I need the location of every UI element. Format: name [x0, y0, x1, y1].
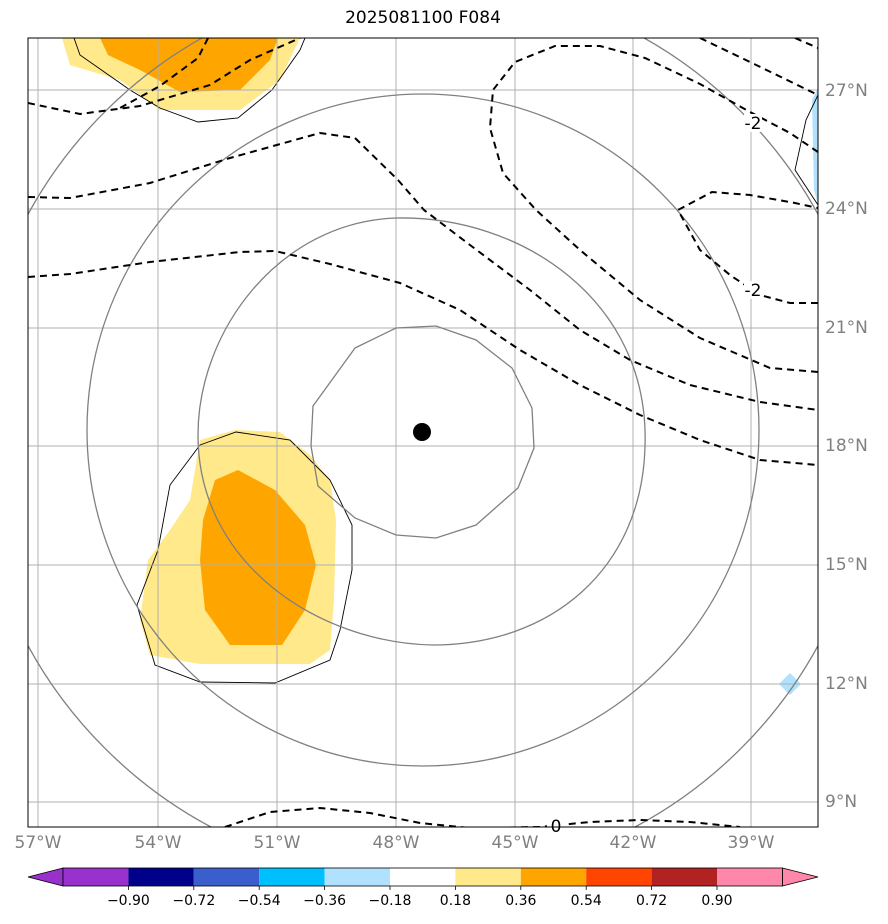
- colorbar-extend-high: [782, 867, 819, 887]
- colorbar-label-7: 0.36: [505, 893, 537, 909]
- lat-label-12n: 12°N: [825, 674, 868, 694]
- storm-center-marker: [413, 423, 431, 441]
- negative-anomaly-east-edge: [812, 88, 818, 205]
- lon-label-48w: 48°W: [372, 833, 420, 853]
- plot-frame: [27, 37, 819, 828]
- map-title: 2025081100 F084: [345, 8, 501, 28]
- colorbar: [27, 867, 819, 890]
- lat-label-15n: 15°N: [825, 555, 868, 575]
- colorbar-label-9: 0.72: [636, 893, 668, 909]
- lat-label-18n: 18°N: [825, 436, 868, 456]
- colorbar-swatch-4: [259, 868, 325, 886]
- contour-line-3: [28, 249, 818, 466]
- contour-line-1: [28, 38, 301, 116]
- colorbar-swatch-2: [128, 868, 194, 886]
- lat-label-21n: 21°N: [825, 318, 868, 338]
- lon-label-54w: 54°W: [134, 833, 182, 853]
- range-ring-4: [28, 38, 818, 827]
- outline-north: [73, 38, 306, 123]
- contour-label-2: -2: [745, 281, 762, 301]
- range-ring-3: [86, 93, 760, 767]
- colorbar-swatch-3: [193, 868, 260, 886]
- colorbar-swatch-8: [520, 868, 587, 886]
- colorbar-label-1: −0.90: [106, 893, 150, 909]
- colorbar-swatch-11: [717, 868, 783, 886]
- lon-label-51w: 51°W: [253, 833, 301, 853]
- colorbar-frame: [62, 867, 783, 887]
- colorbar-label-10: 0.90: [701, 893, 733, 909]
- colorbar-ticks: [127, 886, 718, 890]
- shading-outlines: [73, 38, 818, 684]
- contour-line-7: [794, 38, 818, 49]
- lon-label-42w: 42°W: [609, 833, 657, 853]
- colorbar-swatch-10: [651, 868, 717, 886]
- colorbar-swatch-9: [586, 868, 652, 886]
- range-ring-1: [310, 325, 535, 539]
- lon-label-45w: 45°W: [491, 833, 539, 853]
- contour-line-2: [28, 131, 818, 411]
- colorbar-extend-low: [27, 867, 64, 887]
- strong-anomaly-region-north: [100, 38, 278, 92]
- colorbar-swatch-7: [455, 868, 521, 886]
- lat-label-9n: 9°N: [825, 792, 858, 812]
- lon-label-39w: 39°W: [727, 833, 775, 853]
- colorbar-label-4: −0.36: [303, 893, 347, 909]
- contour-line-8: [224, 806, 741, 827]
- range-ring-2: [197, 217, 646, 646]
- strong-anomaly-region-south: [200, 470, 316, 645]
- lon-label-57w: 57°W: [14, 833, 62, 853]
- contour-label-1: -2: [745, 114, 762, 134]
- contour-line-5: [676, 190, 818, 304]
- range-rings: [28, 38, 818, 827]
- colorbar-label-2: −0.72: [172, 893, 216, 909]
- dashed-contours: [28, 38, 818, 827]
- outline-south: [136, 431, 353, 684]
- shading-layer: [62, 38, 818, 695]
- colorbar-swatch-1: [63, 868, 129, 886]
- outline-east: [794, 94, 818, 206]
- colorbar-swatch-6: [390, 868, 456, 886]
- colorbar-swatch-5: [324, 868, 390, 886]
- contour-line-4: [488, 45, 818, 373]
- colorbar-label-3: −0.54: [237, 893, 281, 909]
- contour-line-6: [699, 38, 818, 96]
- lat-label-27n: 27°N: [825, 81, 868, 101]
- colorbar-label-5: −0.18: [368, 893, 412, 909]
- colorbar-label-8: 0.54: [570, 893, 602, 909]
- colorbar-label-6: 0.18: [439, 893, 471, 909]
- lat-label-24n: 24°N: [825, 199, 868, 219]
